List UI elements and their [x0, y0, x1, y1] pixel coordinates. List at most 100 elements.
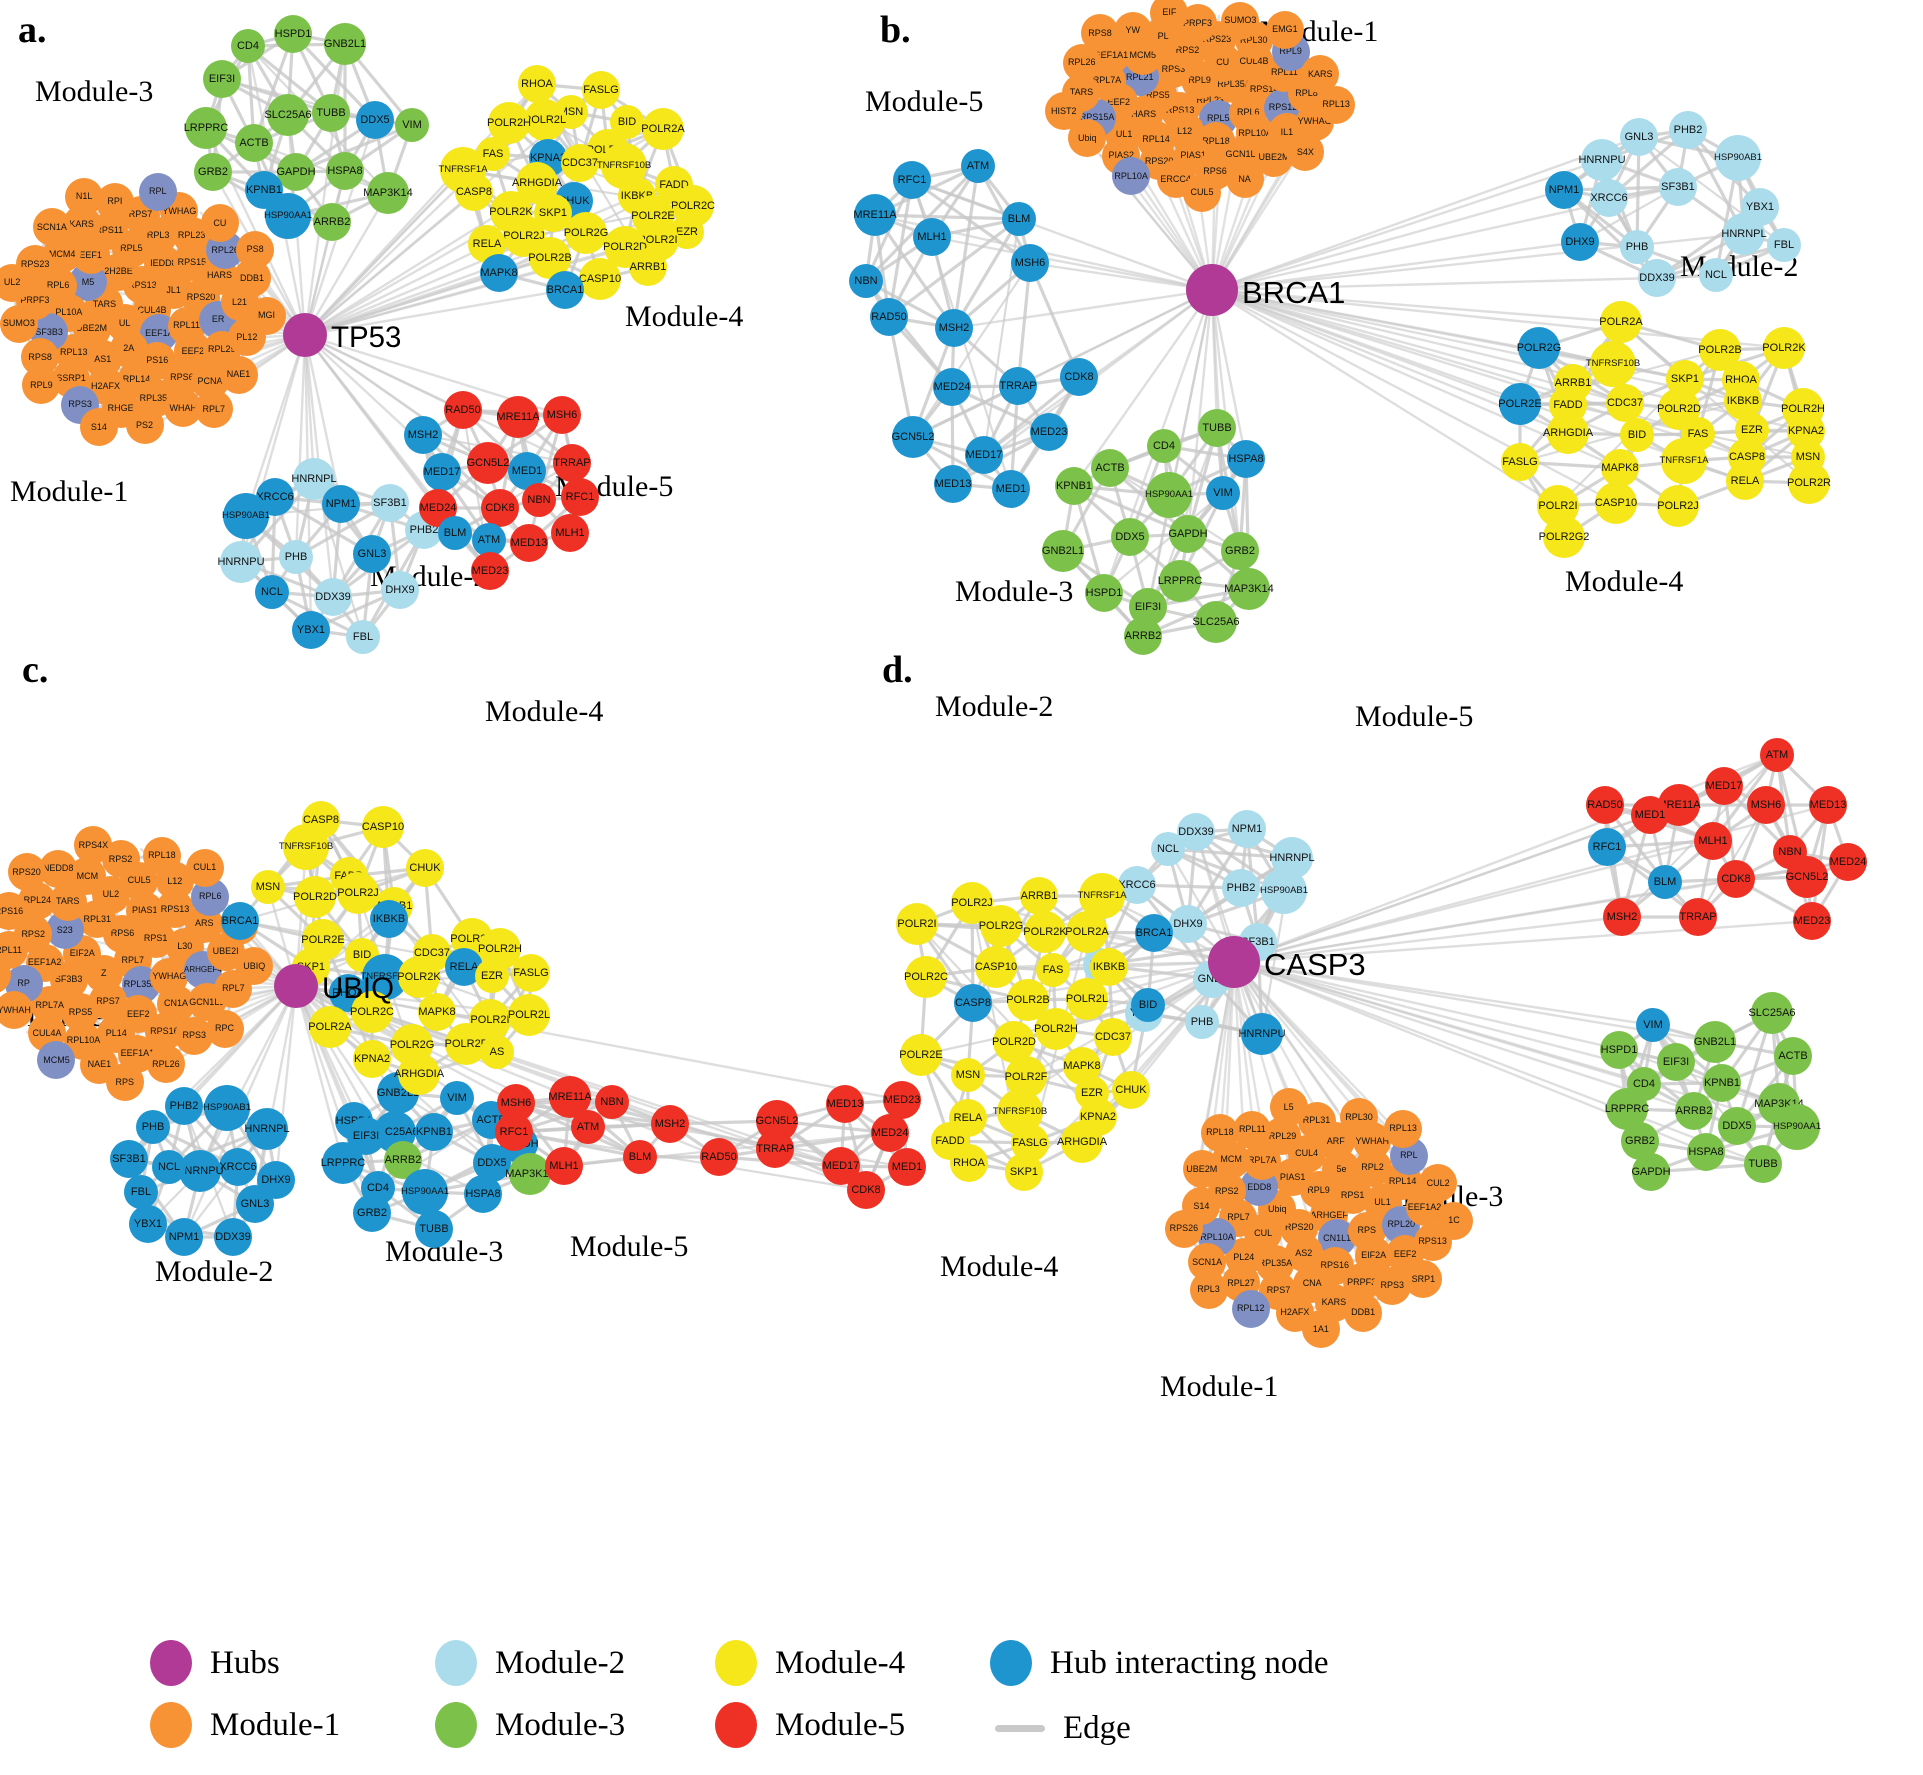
network-node[interactable]: HSP90AA1 — [264, 193, 312, 239]
network-node[interactable]: BLM — [438, 516, 472, 550]
network-node[interactable]: HSP90AB1 — [203, 1085, 251, 1131]
network-node[interactable]: DDX39 — [314, 578, 352, 616]
network-node[interactable]: FASLG — [512, 954, 550, 992]
network-node[interactable]: IKBKB — [370, 900, 408, 938]
network-node[interactable]: CUL1 — [185, 848, 224, 887]
network-node[interactable]: POLR2L — [1066, 978, 1108, 1020]
network-node[interactable]: TRRAP — [1679, 898, 1717, 936]
network-node[interactable]: BRCA1 — [546, 271, 584, 309]
network-node[interactable]: MGI — [247, 296, 286, 335]
network-node[interactable]: DDB1 — [1344, 1293, 1383, 1332]
network-node[interactable]: CASP10 — [579, 258, 621, 300]
network-node[interactable]: POLR2K — [1762, 327, 1806, 369]
network-node[interactable]: POLR2G — [1517, 327, 1561, 369]
network-node[interactable]: POLR2L — [524, 99, 566, 141]
network-node[interactable]: CDC37 — [1606, 384, 1644, 422]
network-node[interactable]: PS2 — [125, 406, 164, 445]
network-node[interactable]: NCL — [255, 575, 289, 609]
network-node[interactable]: PHB2 — [1222, 869, 1260, 907]
network-node[interactable]: SF3B1 — [1659, 168, 1697, 206]
network-node[interactable]: CHUK — [1112, 1071, 1150, 1109]
network-node[interactable]: NCL — [1151, 832, 1185, 866]
network-node[interactable]: BRCA1 — [1135, 914, 1173, 952]
network-node[interactable]: RPL3 — [1189, 1270, 1228, 1309]
network-node[interactable]: LRPPRC — [321, 1142, 365, 1184]
network-node[interactable]: NCL — [1699, 258, 1733, 292]
network-node[interactable]: EZR — [475, 959, 509, 993]
network-node[interactable]: CDK8 — [847, 1171, 885, 1209]
network-node[interactable]: POLR2G — [564, 212, 608, 254]
network-node[interactable]: KPNA2 — [353, 1040, 391, 1078]
network-node[interactable]: ARHGDIA — [1057, 1121, 1107, 1163]
network-node[interactable]: TUBB — [1744, 1145, 1782, 1183]
network-node[interactable]: UBE2M — [1182, 1150, 1221, 1189]
network-node[interactable]: MED17 — [423, 453, 461, 491]
network-node[interactable]: RPS26 — [1164, 1209, 1203, 1248]
network-node[interactable]: MED1 — [1631, 796, 1669, 834]
network-node[interactable]: RAD50 — [870, 298, 908, 336]
network-node[interactable]: GRB2 — [1221, 532, 1259, 570]
network-node[interactable]: HSPD1 — [274, 15, 312, 53]
network-node[interactable]: MAP3K14 — [505, 1153, 555, 1195]
network-node[interactable]: CHUK — [406, 849, 444, 887]
network-node[interactable]: POLR2L — [508, 994, 550, 1036]
network-node[interactable]: FAS — [1036, 953, 1070, 987]
network-node[interactable]: HSPD1 — [1600, 1031, 1638, 1069]
network-node[interactable]: RFC1 — [1588, 828, 1626, 866]
network-node[interactable]: ARHGDIA — [394, 1053, 444, 1095]
network-node[interactable]: MSN — [951, 1058, 985, 1092]
network-node[interactable]: MLH1 — [545, 1147, 583, 1185]
network-node[interactable]: SUMO3 — [1221, 1, 1260, 40]
network-node[interactable]: MLH1 — [1694, 822, 1732, 860]
network-node[interactable]: RPS — [105, 1063, 144, 1102]
network-node[interactable]: MED23 — [1030, 413, 1068, 451]
network-node[interactable]: ARRB1 — [1020, 877, 1058, 915]
network-node[interactable]: VIM — [1636, 1008, 1670, 1042]
network-node[interactable]: PHB — [136, 1110, 170, 1144]
network-node[interactable]: ARRB1 — [629, 248, 667, 286]
network-node[interactable]: SLC25A6 — [1748, 992, 1796, 1034]
network-node[interactable]: GCN5L2 — [467, 442, 509, 484]
network-node[interactable]: HNRNPL — [244, 1108, 290, 1150]
network-node[interactable]: CU — [200, 204, 239, 243]
network-node[interactable]: NPM1 — [165, 1218, 203, 1256]
network-node[interactable]: BLM — [623, 1140, 657, 1174]
network-node[interactable]: HSPA8 — [464, 1175, 502, 1213]
network-node[interactable]: RPL11 — [1233, 1110, 1272, 1149]
network-node[interactable]: MSH2 — [651, 1105, 689, 1143]
network-node[interactable]: SCN1A — [32, 208, 71, 247]
network-node[interactable]: MCM5 — [37, 1041, 76, 1080]
network-node[interactable]: POLR2D — [293, 876, 337, 918]
network-node[interactable]: MSH2 — [1603, 898, 1641, 936]
network-node[interactable]: EIF3I — [1657, 1043, 1695, 1081]
network-node[interactable]: RPL12 — [1231, 1289, 1270, 1328]
network-node[interactable]: POLR2A — [641, 108, 685, 150]
network-node[interactable]: MED13 — [1809, 786, 1847, 824]
network-node[interactable]: DDX39 — [1638, 259, 1676, 297]
network-node[interactable]: GCN5L2 — [892, 416, 934, 458]
network-node[interactable]: SF3B1 — [110, 1140, 148, 1178]
network-node[interactable]: GAPDH — [276, 153, 316, 191]
network-node[interactable]: POLR2G2 — [1539, 516, 1589, 558]
network-node[interactable]: BLM — [1002, 202, 1036, 236]
network-node[interactable]: MED24 — [1829, 843, 1867, 881]
network-node[interactable]: LRPPRC — [1158, 560, 1202, 602]
network-node[interactable]: MED1 — [992, 470, 1030, 508]
network-node[interactable]: FBL — [346, 620, 380, 654]
network-node[interactable]: MED24 — [933, 368, 971, 406]
network-node[interactable]: PHB2 — [165, 1087, 203, 1125]
network-node[interactable]: ACTB — [235, 124, 273, 162]
network-node[interactable]: XRCC6 — [219, 1148, 257, 1186]
network-node[interactable]: MLH1 — [913, 218, 951, 256]
network-node[interactable]: RPS20 — [7, 853, 46, 892]
network-node[interactable]: TNFRSF10B — [279, 824, 333, 870]
network-node[interactable]: RPL13 — [1317, 85, 1356, 124]
network-node[interactable]: MED17 — [1705, 767, 1743, 805]
network-node[interactable]: RPL10A — [1112, 157, 1151, 196]
network-node[interactable]: POLR2I — [896, 903, 938, 945]
network-node[interactable]: TRRAP — [756, 1130, 794, 1168]
network-node[interactable]: CD4 — [231, 29, 265, 63]
network-node[interactable]: TNFRSF10B — [1586, 341, 1640, 387]
network-node[interactable]: MED23 — [1793, 902, 1831, 940]
network-node[interactable]: POLR2A — [1065, 911, 1109, 953]
